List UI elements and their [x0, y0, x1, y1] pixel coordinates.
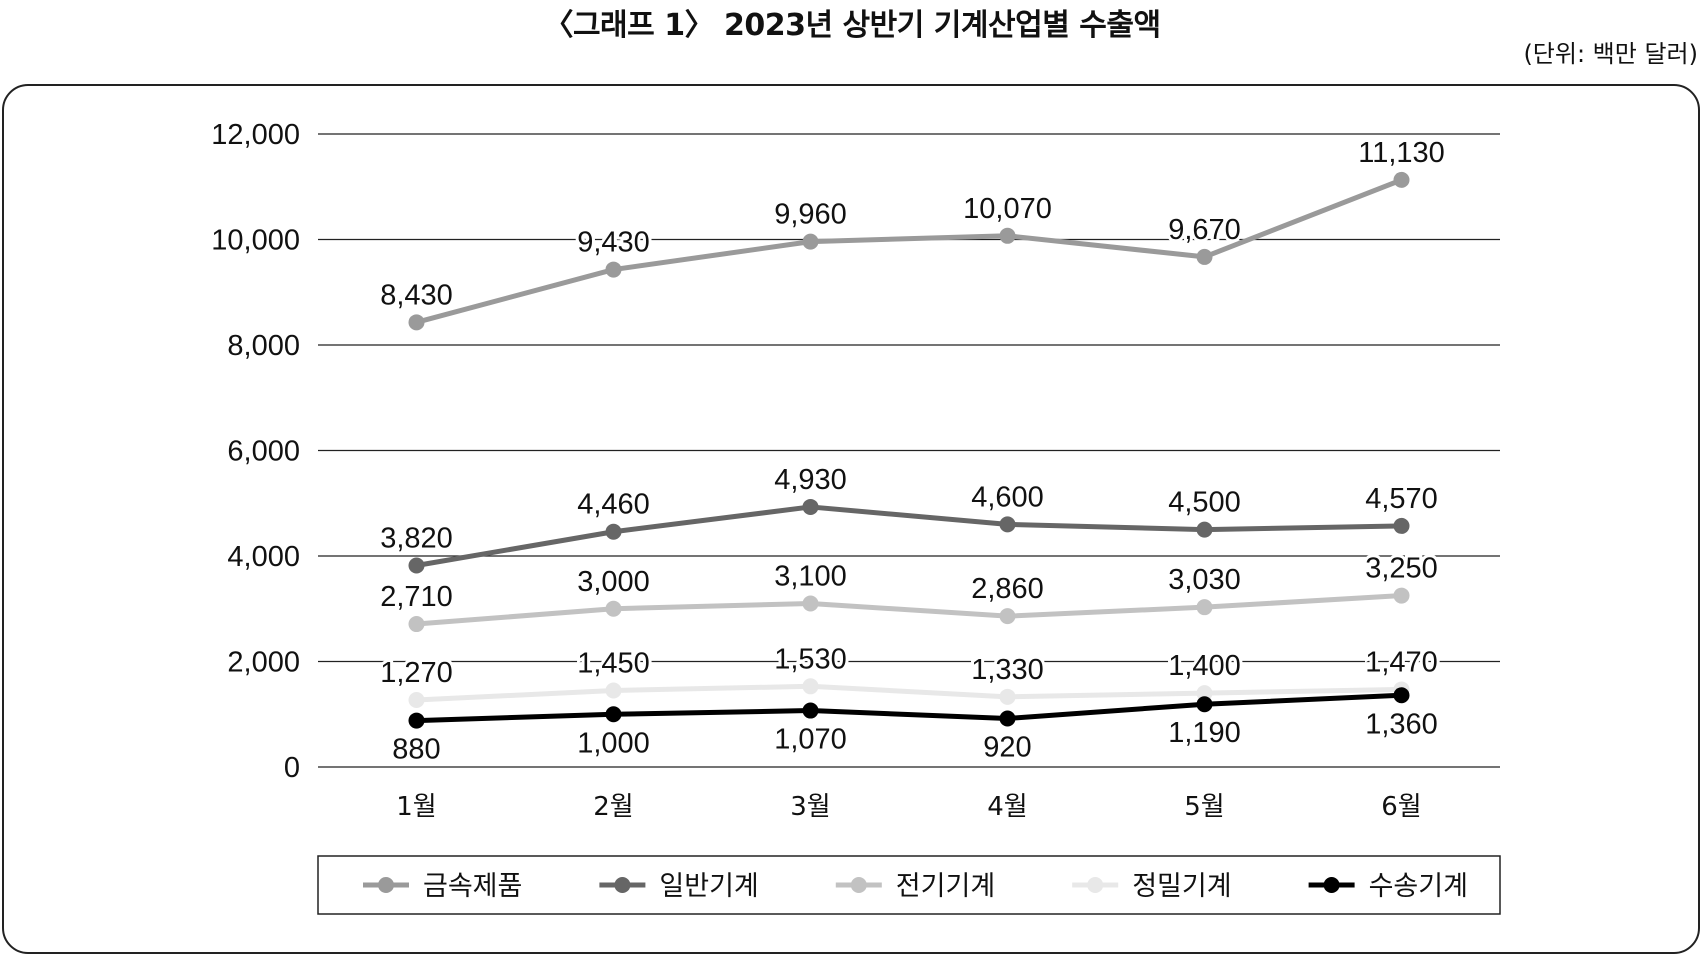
data-point: [999, 516, 1016, 533]
x-tick-label: 3월: [790, 792, 830, 822]
data-label: 9,670: [1168, 214, 1241, 246]
data-label: 9,960: [774, 199, 847, 231]
data-label: 1,190: [1168, 717, 1241, 749]
data-point: [408, 692, 425, 709]
data-label: 1,360: [1365, 708, 1438, 740]
data-point: [1393, 171, 1410, 188]
data-point: [1196, 521, 1213, 538]
data-point: [408, 712, 425, 729]
y-tick-label: 8,000: [227, 330, 300, 362]
legend-swatch-marker: [1323, 877, 1340, 893]
data-label: 3,000: [577, 566, 650, 598]
data-label: 2,710: [380, 581, 453, 613]
data-label: 920: [983, 731, 1031, 763]
legend-box: [317, 855, 1501, 915]
y-tick-label: 6,000: [227, 436, 300, 468]
legend-swatch-marker: [1087, 877, 1104, 893]
legend-label: 정밀기계: [1132, 871, 1231, 902]
series-line-2: [416, 504, 1402, 568]
data-label: 3,250: [1365, 553, 1438, 585]
data-point: [999, 710, 1016, 727]
data-point: [408, 616, 425, 633]
series-line-3: [416, 593, 1402, 627]
data-point: [408, 314, 425, 331]
data-label: 10,070: [963, 193, 1052, 225]
series-line-4: [416, 683, 1402, 703]
series-line-5: [416, 692, 1402, 724]
y-tick-label: 0: [284, 752, 300, 784]
data-point: [605, 261, 622, 278]
legend-swatch-marker: [850, 877, 867, 893]
data-point: [999, 227, 1016, 244]
data-label: 8,430: [380, 279, 453, 311]
legend-label: 전기기계: [896, 871, 995, 902]
x-tick-label: 5월: [1184, 792, 1224, 822]
x-tick-label: 2월: [593, 792, 633, 822]
data-label: 880: [392, 734, 440, 766]
data-point: [802, 233, 819, 250]
data-label: 2,860: [971, 573, 1044, 605]
data-point: [999, 688, 1016, 705]
data-label: 1,470: [1365, 646, 1438, 678]
legend-label: 일반기계: [659, 871, 758, 902]
data-label: 1,000: [577, 727, 650, 759]
data-label: 3,030: [1168, 564, 1241, 596]
data-label: 1,330: [971, 654, 1044, 686]
data-label: 4,570: [1365, 483, 1438, 515]
legend-swatch-marker: [614, 877, 631, 893]
data-point: [605, 682, 622, 699]
data-label: 4,500: [1168, 487, 1241, 519]
data-point: [802, 702, 819, 719]
legend-label: 금속제품: [423, 871, 522, 902]
x-tick-label: 1월: [396, 792, 436, 822]
chart-panel: [2, 84, 1700, 954]
data-point: [1393, 587, 1410, 604]
data-label: 1,450: [577, 648, 650, 680]
data-point: [1196, 248, 1213, 265]
data-label: 1,400: [1168, 650, 1241, 682]
data-point: [1196, 599, 1213, 616]
data-label: 1,530: [774, 643, 847, 675]
data-label: 4,460: [577, 489, 650, 521]
data-point: [1393, 517, 1410, 534]
data-point: [605, 706, 622, 723]
data-point: [605, 523, 622, 540]
data-label: 3,100: [774, 560, 847, 592]
unit-note: (단위: 백만 달러): [1523, 40, 1698, 68]
data-point: [605, 600, 622, 617]
data-label: 3,820: [380, 522, 453, 554]
data-point: [802, 595, 819, 612]
legend-label: 수송기계: [1369, 871, 1468, 902]
data-point: [1393, 687, 1410, 704]
data-label: 1,070: [774, 724, 847, 756]
data-label: 4,600: [971, 481, 1044, 513]
legend-swatch-marker: [378, 877, 394, 893]
data-label: 4,930: [774, 464, 847, 496]
data-label: 9,430: [577, 227, 650, 259]
data-point: [408, 557, 425, 574]
data-point: [1196, 696, 1213, 713]
data-label: 1,270: [380, 657, 453, 689]
data-point: [802, 678, 819, 695]
x-tick-label: 4월: [987, 792, 1027, 822]
y-tick-label: 10,000: [211, 225, 300, 257]
data-point: [1196, 685, 1213, 702]
chart-title: 〈그래프 1〉 2023년 상반기 기계산업별 수출액: [543, 8, 1161, 43]
data-point: [802, 498, 819, 515]
y-tick-label: 12,000: [211, 119, 300, 151]
y-tick-label: 2,000: [227, 647, 300, 679]
y-tick-label: 4,000: [227, 541, 300, 573]
series-line-1: [415, 177, 1403, 325]
data-label: 11,130: [1358, 137, 1445, 169]
x-tick-label: 6월: [1381, 792, 1421, 822]
data-point: [999, 608, 1016, 625]
